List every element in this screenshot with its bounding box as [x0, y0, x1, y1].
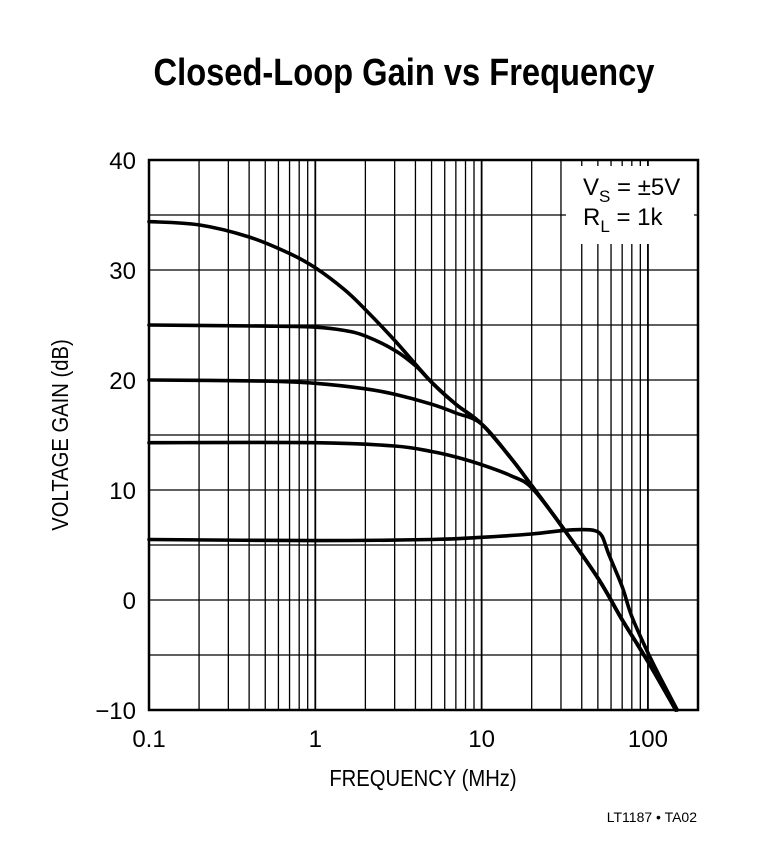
- plot-frame: [147, 158, 700, 712]
- x-tick-label: 1: [309, 726, 322, 753]
- annotation-box: [566, 166, 694, 244]
- gain-curve-5: [147, 527, 680, 712]
- x-tick-label: 10: [468, 726, 495, 753]
- x-tick-label: 100: [628, 726, 668, 753]
- x-tick-label: 0.1: [132, 726, 165, 753]
- y-tick-label: 20: [109, 368, 136, 395]
- y-tick-label: −10: [95, 698, 136, 725]
- y-tick-label: 30: [109, 258, 136, 285]
- y-tick-label: 40: [109, 148, 136, 175]
- figure-id: LT1187 • TA02: [607, 809, 697, 825]
- annotation-load: RL = 1k: [583, 204, 664, 236]
- series-group: [147, 219, 680, 712]
- y-tick-label: 10: [109, 478, 136, 505]
- y-tick-label: 0: [123, 588, 136, 615]
- y-axis-label: VOLTAGE GAIN (dB): [47, 339, 74, 531]
- annotation-supply: VS = ±5V: [583, 174, 680, 206]
- tick-labels: 0.1 1 10 100 −10 0 10 20 30 40: [95, 148, 668, 753]
- x-axis-label: FREQUENCY (MHz): [329, 765, 516, 792]
- gain-curve-4: [147, 440, 678, 712]
- chart-title: Closed-Loop Gain vs Frequency: [154, 51, 655, 94]
